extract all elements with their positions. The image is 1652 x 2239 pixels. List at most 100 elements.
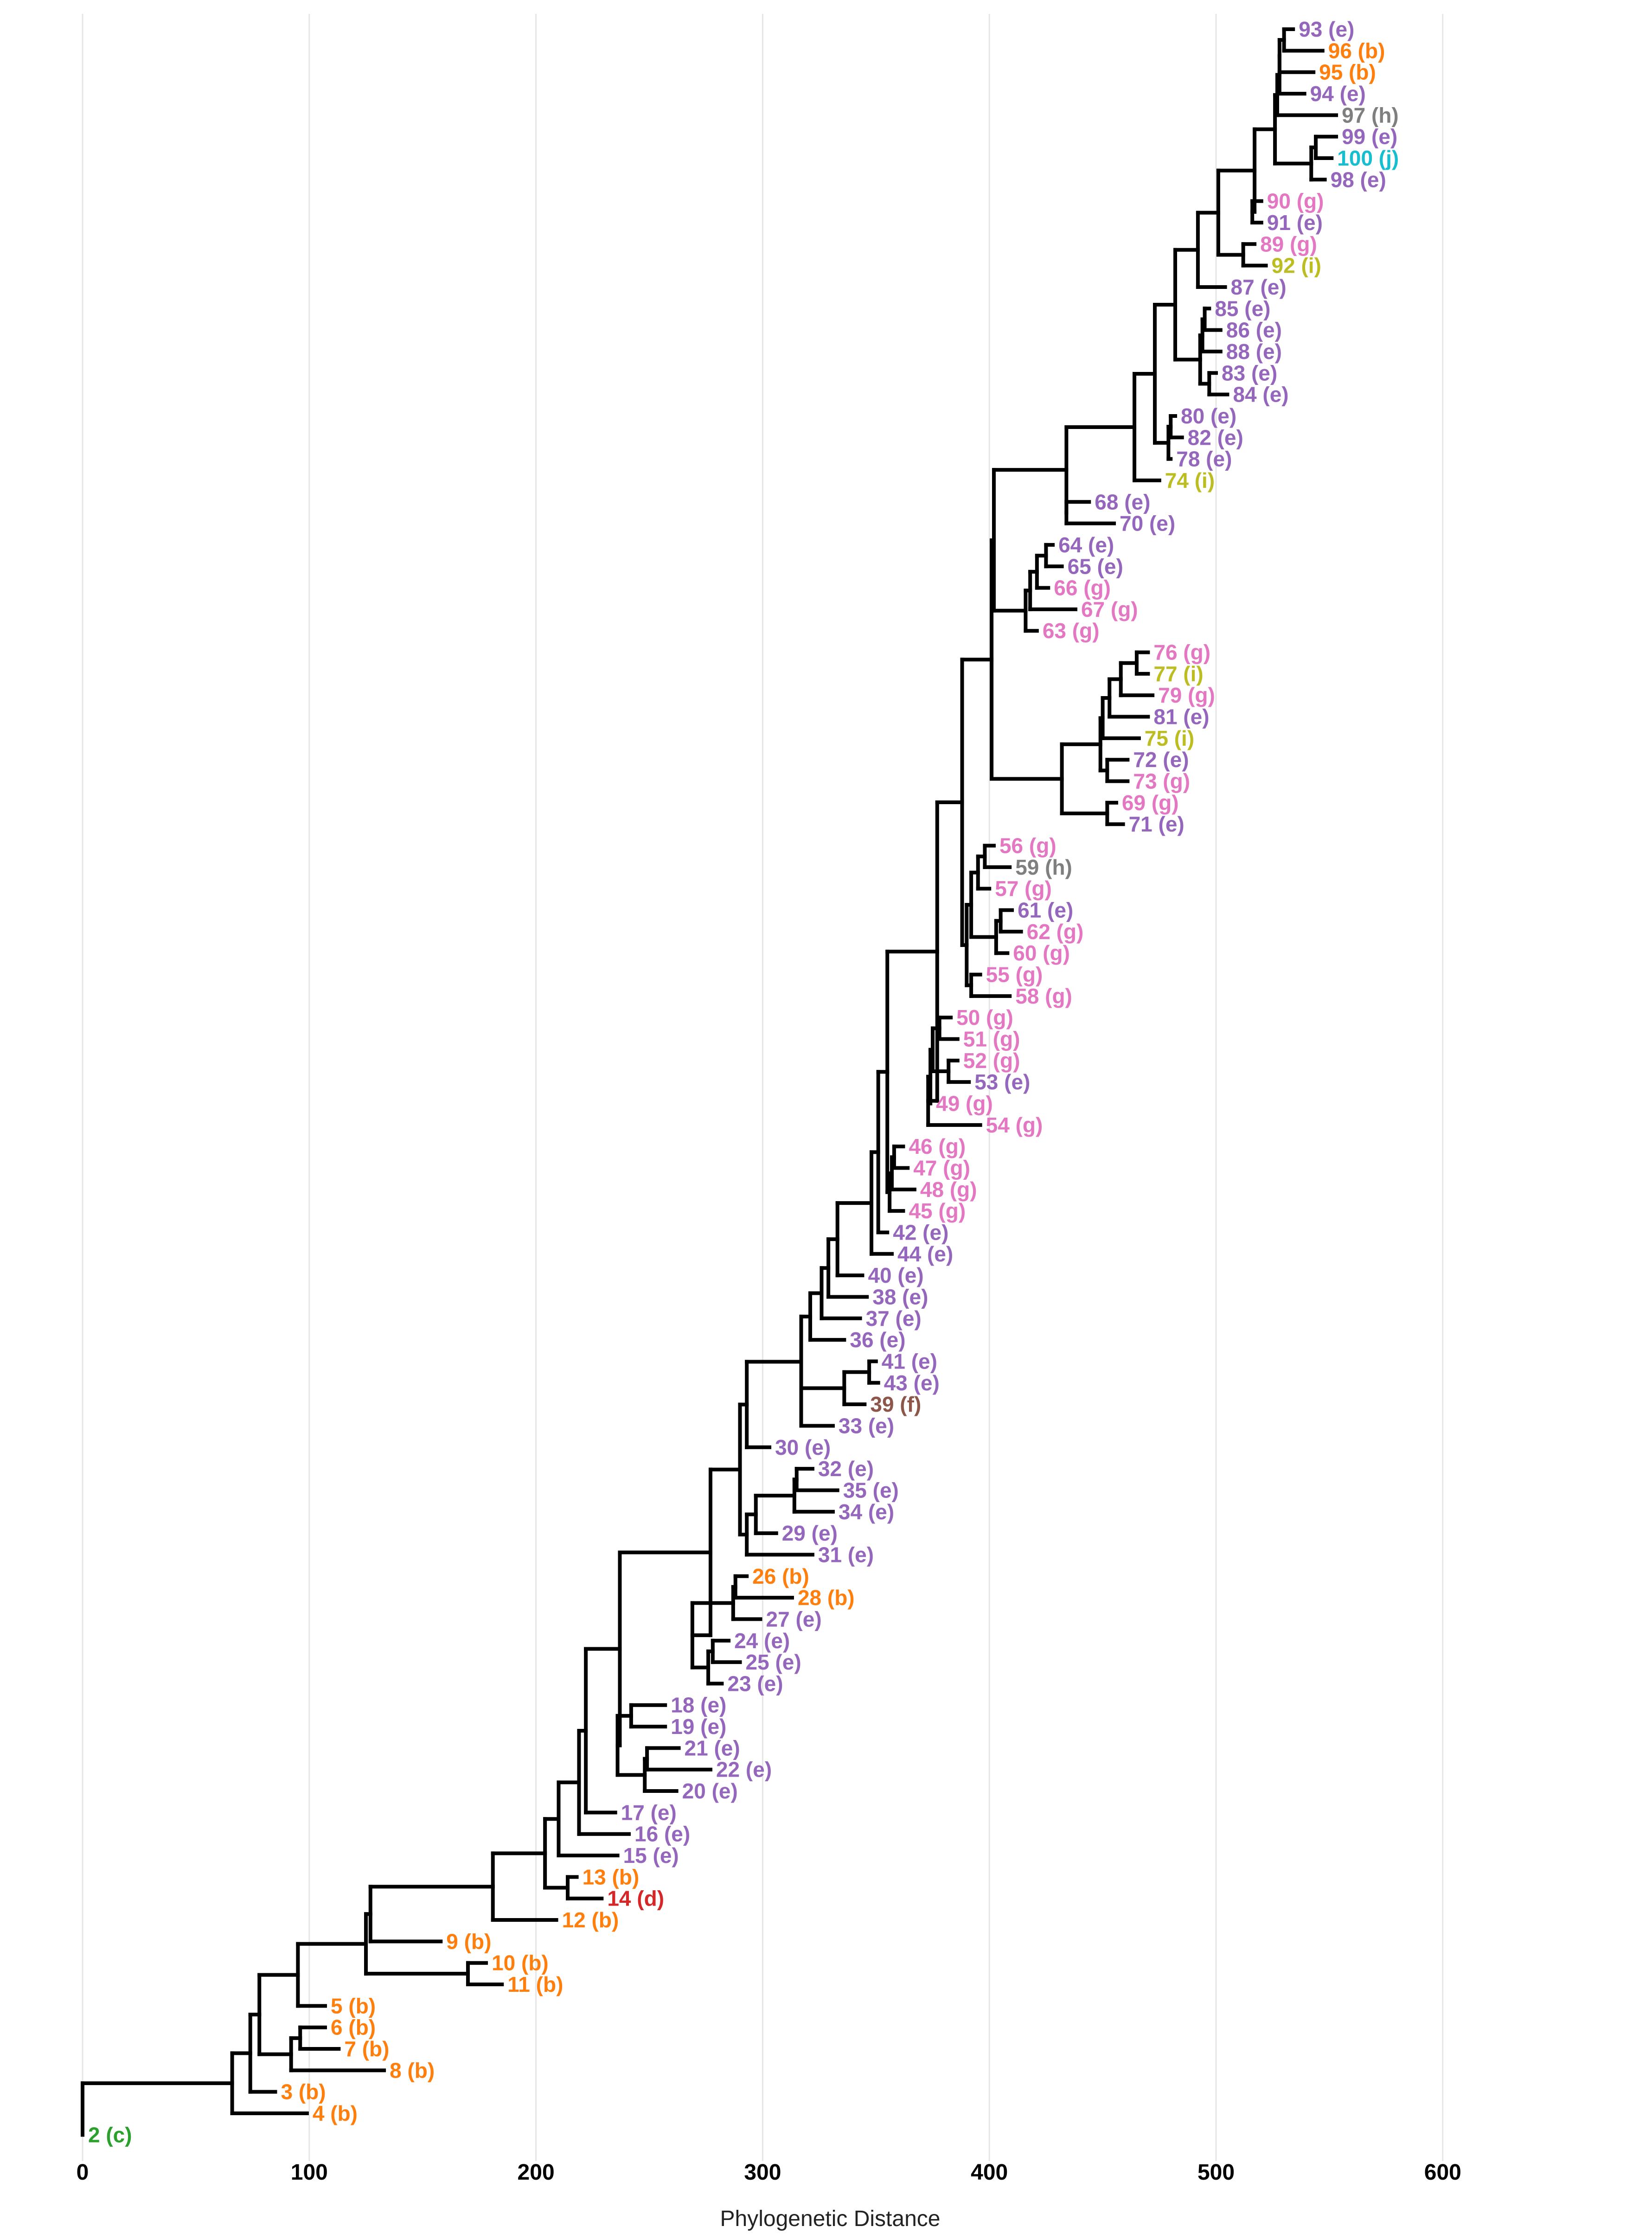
tip-label-98: 98 (e) [1331,167,1386,192]
tip-label-71: 71 (e) [1129,812,1185,836]
tip-label-85: 85 (e) [1215,296,1270,320]
x-tick-label: 200 [518,2160,555,2185]
x-tick-label: 600 [1424,2160,1461,2185]
tip-label-41: 41 (e) [882,1349,937,1373]
tip-label-20: 20 (e) [682,1779,738,1803]
tree-branches [81,27,1338,2137]
tip-label-16: 16 (e) [634,1822,690,1846]
tip-label-97: 97 (h) [1342,103,1399,127]
tip-label-57: 57 (g) [995,876,1052,901]
tip-label-62: 62 (g) [1027,920,1084,944]
tip-label-56: 56 (g) [999,834,1057,858]
tip-label-78: 78 (e) [1176,447,1232,471]
tip-label-75: 75 (i) [1145,726,1194,750]
tip-label-43: 43 (e) [884,1371,940,1395]
tip-label-28: 28 (b) [798,1586,855,1610]
tip-label-7: 7 (b) [344,2037,389,2061]
tip-label-100: 100 (j) [1337,146,1399,170]
x-tick-label: 300 [744,2160,781,2185]
tip-label-6: 6 (b) [331,2015,376,2040]
tip-label-12: 12 (b) [562,1908,619,1932]
tip-label-95: 95 (b) [1319,60,1376,84]
tip-label-46: 46 (g) [909,1134,966,1158]
tip-label-94: 94 (e) [1310,82,1366,106]
tip-label-19: 19 (e) [671,1714,726,1739]
x-axis: 0 100 200 300 400 500 600 [77,2160,1461,2185]
tip-label-87: 87 (e) [1231,275,1287,299]
tip-label-39: 39 (f) [870,1392,921,1416]
tip-label-66: 66 (g) [1054,576,1111,600]
tip-label-76: 76 (g) [1153,640,1210,665]
tip-label-49: 49 (g) [936,1092,993,1116]
tip-label-25: 25 (e) [746,1650,801,1674]
tip-label-27: 27 (e) [766,1607,822,1631]
tip-label-70: 70 (e) [1120,512,1175,536]
tip-label-77: 77 (i) [1153,662,1203,686]
tip-label-93: 93 (e) [1299,17,1354,41]
x-tick-label: 500 [1197,2160,1235,2185]
tip-label-17: 17 (e) [621,1800,677,1824]
tip-label-99: 99 (e) [1342,125,1397,149]
tip-label-73: 73 (g) [1133,769,1190,793]
tip-label-90: 90 (g) [1267,189,1324,213]
tip-label-51: 51 (g) [963,1027,1020,1051]
tip-label-86: 86 (e) [1226,318,1282,342]
tip-label-61: 61 (e) [1018,898,1073,922]
tip-label-72: 72 (e) [1133,748,1189,772]
tip-label-65: 65 (e) [1068,554,1123,578]
tip-label-91: 91 (e) [1267,211,1323,235]
tip-label-13: 13 (b) [583,1865,640,1889]
tip-label-83: 83 (e) [1222,361,1277,385]
tip-label-33: 33 (e) [839,1414,894,1438]
tip-label-10: 10 (b) [492,1951,549,1975]
x-tick-label: 0 [77,2160,89,2185]
tip-label-84: 84 (e) [1233,383,1288,407]
tip-label-89: 89 (g) [1260,232,1317,256]
tip-label-21: 21 (e) [685,1736,740,1760]
tip-label-48: 48 (g) [920,1177,977,1202]
tip-label-53: 53 (e) [974,1070,1030,1094]
tip-label-68: 68 (e) [1095,490,1150,514]
tip-label-18: 18 (e) [671,1693,726,1717]
tip-label-59: 59 (h) [1015,855,1072,879]
tip-label-14: 14 (d) [607,1887,664,1911]
tip-label-11: 11 (b) [507,1972,563,1996]
tip-label-55: 55 (g) [986,963,1043,987]
tip-label-92: 92 (i) [1272,254,1321,278]
tip-label-74: 74 (i) [1165,468,1215,493]
tip-label-34: 34 (e) [839,1500,894,1524]
tip-label-50: 50 (g) [956,1005,1013,1030]
tip-label-81: 81 (e) [1153,705,1209,729]
tip-label-63: 63 (g) [1043,619,1100,643]
tip-label-88: 88 (e) [1226,339,1282,364]
tip-label-36: 36 (e) [850,1328,905,1352]
tip-label-4: 4 (b) [313,2101,358,2125]
tip-label-40: 40 (e) [868,1263,923,1287]
tip-label-64: 64 (e) [1058,533,1114,557]
x-tick-label: 100 [291,2160,328,2185]
tip-label-82: 82 (e) [1188,425,1243,449]
tip-label-60: 60 (g) [1013,941,1070,965]
tip-label-35: 35 (e) [843,1478,899,1502]
tip-label-38: 38 (e) [872,1285,928,1309]
tip-label-69: 69 (g) [1122,791,1179,815]
tip-label-22: 22 (e) [716,1758,772,1782]
tip-label-47: 47 (g) [913,1156,970,1180]
tip-label-26: 26 (b) [752,1564,809,1588]
tip-label-2: 2 (c) [88,2123,132,2147]
tip-label-54: 54 (g) [986,1113,1043,1137]
x-axis-title: Phylogenetic Distance [720,2207,941,2231]
tip-labels: 93 (e)96 (b)95 (b)94 (e)97 (h)99 (e)100 … [88,17,1399,2147]
tip-label-80: 80 (e) [1181,404,1236,428]
tip-label-31: 31 (e) [818,1542,874,1567]
tip-label-45: 45 (g) [909,1199,966,1223]
tip-label-23: 23 (e) [727,1671,783,1695]
tip-label-30: 30 (e) [775,1435,831,1459]
tip-label-9: 9 (b) [446,1929,491,1953]
tip-label-52: 52 (g) [963,1049,1020,1073]
tip-label-32: 32 (e) [818,1457,874,1481]
tip-label-15: 15 (e) [623,1843,679,1868]
tip-label-79: 79 (g) [1158,683,1215,707]
tip-label-5: 5 (b) [331,1994,376,2018]
